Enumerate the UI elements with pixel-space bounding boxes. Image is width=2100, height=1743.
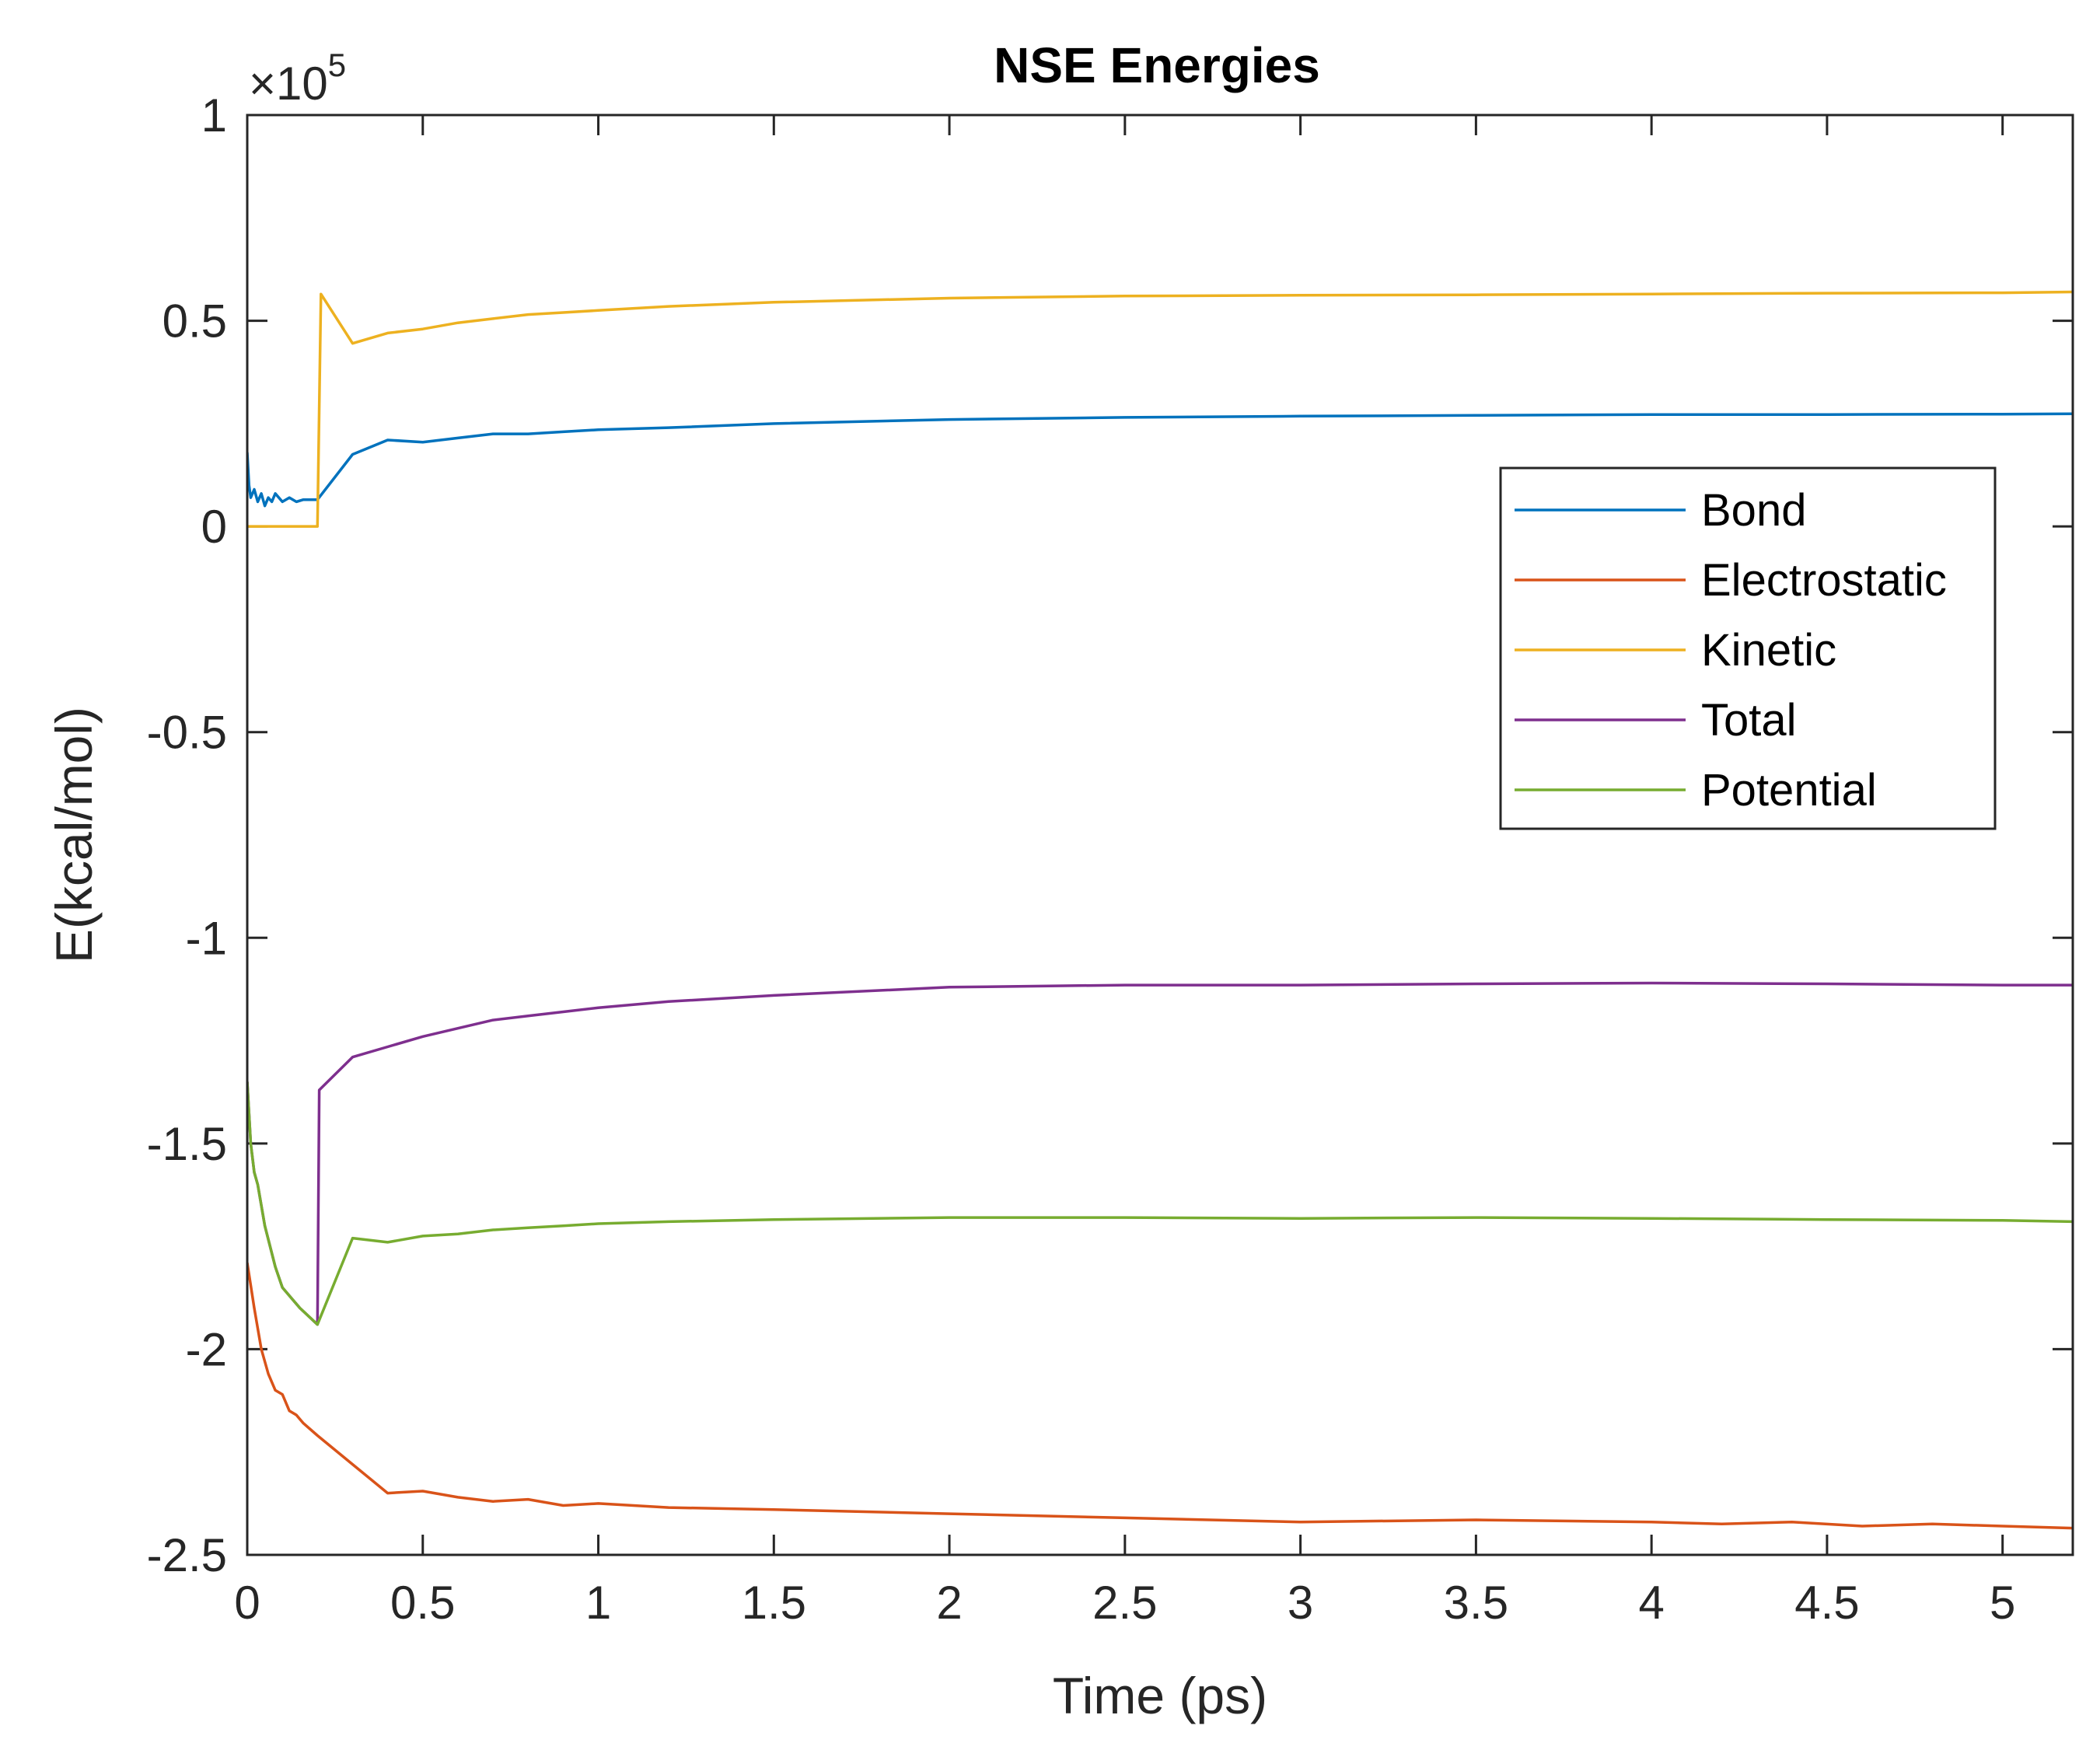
y-exponent-power: 5 (328, 47, 346, 83)
legend-label-bond: Bond (1701, 485, 1806, 536)
legend-label-electrostatic: Electrostatic (1701, 555, 1947, 606)
svg-text:×105: ×105 (249, 47, 346, 110)
series-line-bond (247, 412, 2073, 508)
x-tick-label: 1 (585, 1577, 611, 1629)
y-tick-label: -0.5 (147, 707, 227, 759)
y-exponent-label: ×105 (249, 47, 346, 110)
y-axis-title: E(kcal/mol) (45, 707, 103, 963)
x-tick-label: 1.5 (742, 1577, 806, 1629)
axis-tick-labels: 0 0.5 1 1.5 2 2.5 3 3.5 4 4.5 5 -2.5 -2 -1.5 -1 -0.5 0 0.… (147, 89, 2016, 1629)
y-tick-label: 1 (201, 89, 227, 141)
x-tick-label: 0 (234, 1577, 260, 1629)
x-axis-title: Time (ps) (1053, 1667, 1267, 1724)
chart-title: NSE Energies (994, 37, 1320, 93)
x-tick-label: 3 (1288, 1577, 1313, 1629)
legend-label-kinetic: Kinetic (1701, 625, 1836, 676)
x-tick-label: 2 (936, 1577, 962, 1629)
series-line-kinetic (247, 290, 2073, 528)
x-tick-label: 5 (1990, 1577, 2015, 1629)
legend: Bond Electrostatic Kinetic Total Potential (1499, 466, 1997, 830)
x-tick-label: 4.5 (1794, 1577, 1859, 1629)
x-tick-label: 0.5 (390, 1577, 455, 1629)
x-tick-label: 3.5 (1444, 1577, 1508, 1629)
y-tick-label: 0 (201, 501, 227, 553)
x-tick-label: 4 (1638, 1577, 1664, 1629)
legend-label-potential: Potential (1701, 765, 1877, 816)
y-tick-label: -2.5 (147, 1529, 227, 1581)
legend-box (1499, 466, 1997, 830)
series-line-electrostatic (247, 1263, 2073, 1530)
plot-area-border (246, 114, 2074, 1556)
y-tick-label: -1.5 (147, 1118, 227, 1170)
series-lines (247, 290, 2073, 1530)
x-tick-label: 2.5 (1092, 1577, 1157, 1629)
y-tick-label: -1 (186, 912, 227, 964)
legend-label-total: Total (1701, 695, 1797, 746)
y-tick-label: 0.5 (162, 295, 227, 348)
y-tick-label: -2 (186, 1323, 227, 1375)
y-exponent-prefix: ×10 (249, 58, 328, 110)
series-line-potential (247, 1081, 2073, 1326)
